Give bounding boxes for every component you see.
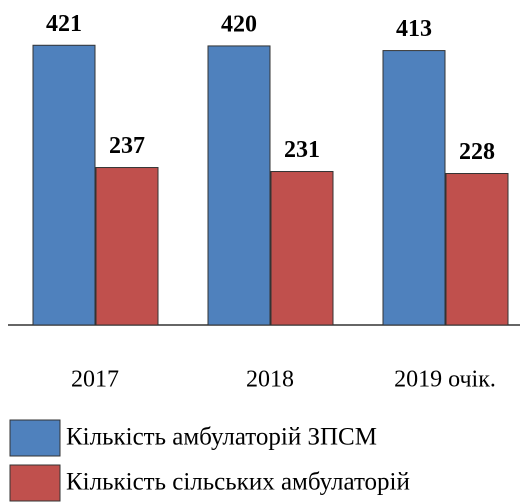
legend-label: Кількість амбулаторій ЗПСМ [66, 424, 377, 451]
value-label: 413 [396, 16, 432, 42]
value-label: 420 [221, 11, 257, 37]
bar [445, 173, 509, 326]
bar [95, 167, 159, 326]
x-tick-label: 2018 [246, 367, 294, 393]
x-tick-label: 2017 [71, 367, 119, 393]
legend-swatch [9, 419, 61, 457]
bar [32, 44, 96, 326]
bar [382, 50, 446, 326]
legend-swatch [9, 464, 61, 502]
bar [270, 171, 334, 326]
x-tick-label: 2019 очік. [394, 367, 496, 393]
legend-label: Кількість сільських амбулаторій [66, 469, 410, 496]
value-label: 237 [109, 133, 145, 159]
value-label: 421 [46, 11, 82, 37]
bar [207, 45, 271, 326]
value-label: 228 [459, 139, 495, 165]
value-label: 231 [284, 137, 320, 163]
